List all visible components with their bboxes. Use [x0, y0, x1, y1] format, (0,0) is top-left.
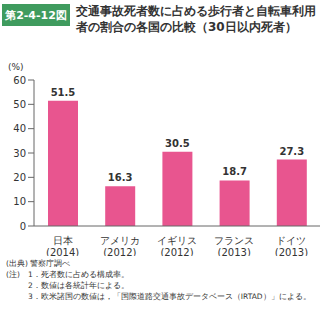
svg-text:ドイツ: ドイツ: [276, 235, 306, 246]
svg-text:60: 60: [13, 75, 26, 86]
svg-text:(2012): (2012): [103, 247, 136, 256]
html-text:(注): (注): [6, 270, 20, 279]
svg-text:50: 50: [13, 99, 26, 110]
svg-text:30.5: 30.5: [165, 138, 190, 149]
svg-text:(2013): (2013): [218, 247, 251, 256]
html-text:3．欧米諸国の数値は，「国際道路交通事故データベース（IRT: 3．欧米諸国の数値は，「国際道路交通事故データベース（IRTAD）」による。: [28, 292, 311, 301]
svg-text:10: 10: [13, 196, 26, 207]
svg-text:20: 20: [13, 172, 26, 183]
svg-text:16.3: 16.3: [108, 172, 133, 183]
svg-text:18.7: 18.7: [222, 166, 247, 177]
html-text:(出典) 警察庁調べ: (出典) 警察庁調べ: [6, 259, 71, 268]
svg-text:(2012): (2012): [160, 247, 193, 256]
svg-text:(2014): (2014): [46, 247, 79, 256]
svg-text:51.5: 51.5: [51, 87, 76, 98]
html-text:第2-4-12図: 第2-4-12図: [5, 8, 67, 22]
svg-text:アメリカ: アメリカ: [100, 235, 140, 246]
svg-text:日本: 日本: [53, 235, 73, 246]
svg-text:30: 30: [13, 148, 26, 159]
svg-text:イギリス: イギリス: [157, 235, 197, 246]
html-text:2．数値は各統計年による。: 2．数値は各統計年による。: [28, 281, 129, 290]
svg-text:27.3: 27.3: [279, 146, 304, 157]
svg-text:(2013): (2013): [275, 247, 308, 256]
html-text:1．死者数に占める構成率。: 1．死者数に占める構成率。: [28, 270, 129, 279]
html-text:交通事故死者数に占める歩行者と自転車利用者の割合の各国の比較: 交通事故死者数に占める歩行者と自転車利用者の割合の各国の比較（30日以内死者）: [76, 4, 316, 34]
svg-text:0: 0: [20, 221, 26, 232]
svg-text:40: 40: [13, 123, 26, 134]
svg-text:フランス: フランス: [214, 235, 254, 246]
